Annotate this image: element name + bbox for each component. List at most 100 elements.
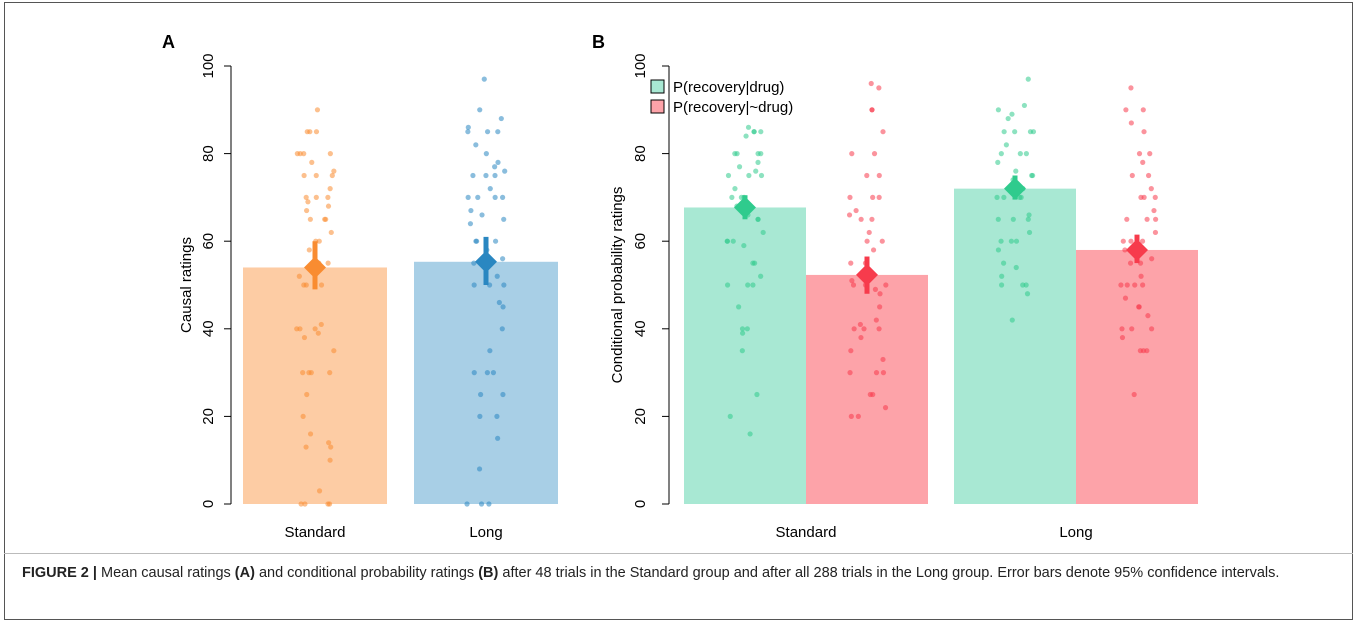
data-point — [304, 207, 310, 214]
figure-caption: FIGURE 2 | Mean causal ratings (A) and c… — [22, 563, 1332, 584]
data-point — [1151, 207, 1157, 214]
data-point — [477, 107, 483, 113]
bar — [954, 188, 1076, 504]
data-point — [847, 194, 853, 200]
mean-marker — [856, 263, 878, 286]
data-point — [858, 216, 864, 222]
data-point — [486, 501, 492, 507]
data-point — [1124, 216, 1130, 222]
data-point — [858, 334, 864, 341]
data-point — [725, 172, 732, 179]
y-tick-label: 20 — [200, 408, 217, 425]
data-point — [464, 501, 470, 507]
data-point — [494, 273, 500, 279]
data-point — [758, 151, 764, 157]
data-point — [306, 247, 312, 253]
data-point — [327, 457, 333, 463]
data-point — [498, 115, 504, 122]
data-point — [995, 216, 1001, 222]
data-point — [879, 238, 885, 244]
data-point — [492, 172, 498, 179]
data-point — [296, 273, 302, 279]
data-point — [1119, 334, 1126, 341]
data-point — [868, 80, 874, 87]
data-point — [853, 207, 859, 214]
data-point — [877, 291, 883, 297]
data-point — [1137, 348, 1143, 354]
x-tick-label: Standard — [776, 524, 837, 541]
data-point — [760, 229, 766, 236]
data-point — [312, 326, 318, 332]
data-point — [1025, 76, 1031, 82]
data-point — [864, 238, 870, 244]
data-point — [758, 172, 765, 179]
data-point — [1129, 326, 1135, 332]
data-point — [483, 172, 489, 179]
data-point — [1008, 238, 1014, 244]
y-tick-label: 0 — [632, 500, 649, 508]
data-point — [492, 164, 498, 170]
data-point — [1144, 216, 1150, 222]
data-point — [302, 501, 308, 507]
data-point — [1153, 216, 1159, 222]
data-point — [478, 501, 485, 507]
data-point — [739, 348, 745, 354]
y-tick-label: 60 — [632, 233, 649, 250]
data-point — [747, 431, 753, 437]
data-point — [1140, 282, 1146, 288]
data-point — [727, 413, 733, 419]
data-point — [313, 172, 319, 179]
data-point — [1003, 142, 1009, 148]
data-point — [848, 413, 854, 419]
data-point — [1122, 295, 1129, 301]
bar — [806, 274, 928, 504]
data-point — [478, 391, 484, 398]
data-point — [1136, 151, 1143, 157]
data-point — [465, 194, 471, 200]
data-point — [880, 370, 887, 376]
data-point — [481, 76, 487, 82]
mean-marker — [1004, 177, 1026, 200]
data-point — [846, 212, 853, 218]
data-point — [1140, 107, 1146, 113]
data-point — [1005, 115, 1011, 122]
data-point — [325, 260, 331, 266]
data-point — [1141, 194, 1147, 200]
data-point — [1026, 212, 1032, 218]
data-point — [876, 172, 882, 179]
data-point — [1009, 111, 1015, 117]
data-point — [500, 256, 506, 262]
legend-label-drug: P(recovery|drug) — [673, 79, 784, 96]
data-point — [876, 326, 882, 332]
data-point — [477, 413, 483, 419]
data-point — [1017, 151, 1023, 157]
mean-marker — [475, 250, 497, 273]
x-tick-label: Standard — [285, 524, 346, 541]
data-point — [1127, 260, 1134, 266]
data-point — [304, 391, 310, 398]
data-point — [1009, 317, 1015, 323]
data-point — [484, 129, 491, 135]
data-point — [998, 282, 1005, 288]
data-point — [871, 151, 878, 157]
data-point — [883, 282, 889, 288]
data-point — [473, 142, 479, 148]
y-tick-label: 60 — [200, 233, 217, 250]
y-tick-label: 100 — [200, 53, 217, 78]
data-point — [1131, 391, 1137, 398]
panel-b-legend: P(recovery|drug) P(recovery|~drug) — [650, 79, 793, 116]
data-point — [876, 194, 882, 200]
data-point — [492, 238, 499, 244]
data-point — [331, 168, 337, 174]
data-point — [325, 501, 331, 507]
figure-2-charts: A Causal ratings 0 20 40 60 80 100 Standard Lon… — [162, 32, 1198, 541]
data-point — [880, 356, 886, 363]
data-point — [495, 129, 501, 135]
data-point — [1122, 247, 1128, 253]
data-point — [492, 194, 498, 200]
data-point — [1140, 159, 1146, 165]
data-point — [750, 282, 756, 288]
data-point — [869, 107, 875, 113]
data-point — [500, 391, 506, 398]
data-point — [322, 216, 328, 222]
